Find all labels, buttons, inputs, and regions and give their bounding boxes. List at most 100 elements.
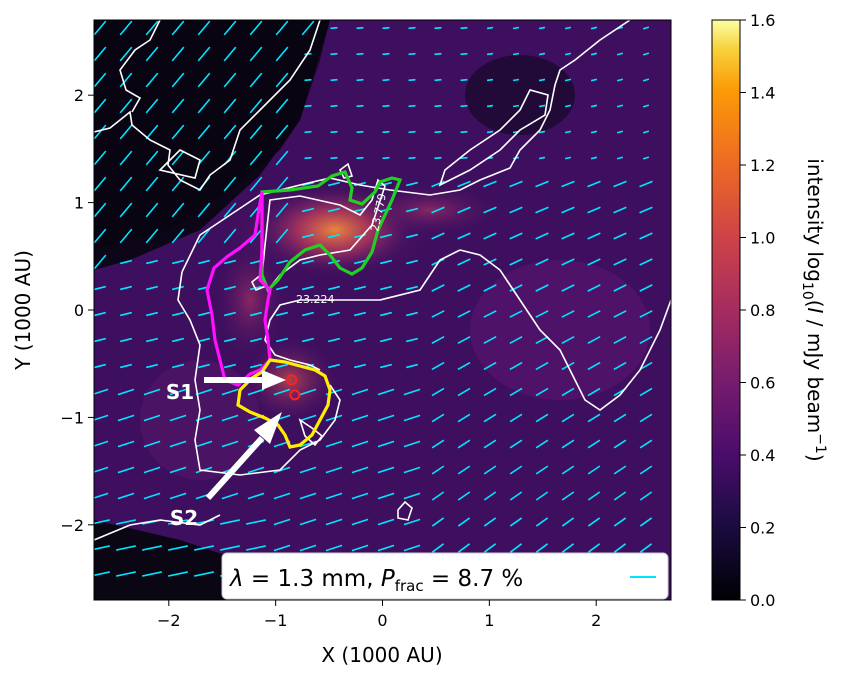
polarization-vector bbox=[535, 517, 549, 527]
polarization-vector bbox=[405, 207, 419, 213]
polarization-vector bbox=[299, 388, 317, 396]
polarization-vector bbox=[564, 130, 572, 134]
colorbar-ticks: 0.0 0.2 0.4 0.6 0.8 1.0 1.2 1.4 1.6 bbox=[740, 11, 775, 610]
polarization-vector bbox=[431, 439, 445, 449]
polarization-vector bbox=[616, 156, 624, 160]
y-tick-label: −1 bbox=[60, 408, 84, 427]
polarization-vector bbox=[403, 388, 421, 396]
polarization-vector bbox=[171, 72, 185, 88]
polarization-vector bbox=[642, 78, 650, 82]
polarization-vector bbox=[457, 180, 471, 188]
y-tick-label: 1 bbox=[74, 194, 84, 213]
polarization-vector bbox=[483, 284, 497, 292]
polarization-vector bbox=[223, 311, 237, 317]
polarization-vector bbox=[275, 72, 289, 88]
polarization-vector bbox=[330, 26, 338, 30]
yellow-region bbox=[236, 358, 332, 449]
polarization-vector bbox=[356, 130, 364, 134]
polarization-vector bbox=[512, 52, 520, 56]
polarization-vector bbox=[330, 104, 338, 108]
polarization-vector bbox=[171, 311, 185, 317]
polarization-vector bbox=[195, 388, 213, 396]
polarization-vector bbox=[642, 156, 650, 160]
polarization-vector bbox=[273, 388, 291, 396]
polarization-vector bbox=[145, 98, 159, 114]
polarization-vector bbox=[117, 466, 135, 474]
polarization-vector bbox=[561, 517, 575, 527]
polarization-vector bbox=[301, 337, 315, 343]
polarization-vector bbox=[327, 233, 341, 239]
polarization-vector bbox=[304, 156, 312, 160]
polarization-vector bbox=[535, 335, 549, 345]
polarization-vector bbox=[169, 440, 187, 448]
polarization-vector bbox=[301, 233, 315, 239]
polarization-vector bbox=[94, 20, 107, 36]
polarization-vector bbox=[405, 363, 419, 369]
polarization-vector bbox=[535, 284, 549, 292]
polarization-vector bbox=[403, 544, 421, 552]
polarization-vector bbox=[327, 207, 341, 213]
polarization-vector bbox=[403, 466, 421, 474]
polarization-vector bbox=[561, 180, 575, 188]
polarization-vector bbox=[169, 388, 187, 396]
polarization-vector bbox=[304, 130, 312, 134]
polarization-vector bbox=[561, 206, 575, 214]
polarization-vector bbox=[587, 491, 601, 501]
source-s2-label: S2 bbox=[170, 506, 198, 530]
polarization-vector bbox=[642, 104, 650, 108]
colorbar-tick-label: 1.6 bbox=[750, 11, 775, 30]
polarization-vector bbox=[220, 519, 240, 525]
polarization-vector bbox=[483, 361, 497, 371]
polarization-vector bbox=[405, 181, 419, 187]
polarization-vector bbox=[353, 363, 367, 369]
polarization-vector bbox=[535, 413, 549, 423]
polarization-vector bbox=[325, 414, 343, 422]
polarization-vector bbox=[431, 491, 445, 501]
polarization-vector bbox=[94, 466, 109, 473]
polarization-vector bbox=[299, 518, 317, 526]
polarization-vector bbox=[377, 440, 395, 448]
polarization-vector bbox=[613, 310, 627, 318]
polarization-vector bbox=[509, 335, 523, 345]
polarization-vector bbox=[119, 259, 133, 265]
polarization-vector bbox=[613, 439, 627, 449]
polarization-vector bbox=[327, 181, 341, 187]
polarization-vector bbox=[220, 545, 240, 551]
colorbar-tick-label: 0.0 bbox=[750, 591, 775, 610]
source-arrows bbox=[204, 370, 286, 501]
polarization-vector bbox=[377, 518, 395, 526]
polarization-vector bbox=[509, 387, 523, 397]
polarization-vector bbox=[535, 439, 549, 449]
polarization-vector bbox=[431, 465, 445, 475]
polarization-vector bbox=[509, 543, 523, 553]
polarization-vector bbox=[223, 98, 237, 114]
polarization-vector bbox=[246, 545, 266, 551]
x-tick-label: −1 bbox=[264, 611, 288, 630]
polarization-vector bbox=[94, 254, 107, 270]
polarization-vector bbox=[382, 104, 390, 108]
polarization-vector bbox=[143, 466, 161, 474]
polarization-vector bbox=[299, 544, 317, 552]
polarization-vector bbox=[564, 26, 572, 30]
polarization-vector bbox=[119, 150, 133, 166]
polarization-vector bbox=[434, 104, 442, 108]
polarization-vector bbox=[561, 258, 575, 266]
polarization-vector bbox=[197, 46, 211, 62]
polarization-vector bbox=[356, 156, 364, 160]
polarization-vector bbox=[351, 466, 369, 474]
polarization-vector bbox=[431, 206, 445, 214]
polarization-vector bbox=[457, 543, 471, 553]
polarization-vector bbox=[535, 232, 549, 240]
polarization-vector bbox=[301, 259, 315, 265]
polarization-vector bbox=[509, 232, 523, 240]
polarization-vector bbox=[408, 156, 416, 160]
polarization-vector bbox=[275, 202, 289, 218]
colorbar-tick-label: 0.6 bbox=[750, 374, 775, 393]
polarization-vector bbox=[613, 206, 627, 214]
polarization-vector bbox=[590, 156, 598, 160]
polarization-vector bbox=[486, 104, 494, 108]
polarization-vector bbox=[351, 544, 369, 552]
polarization-vector bbox=[639, 387, 653, 397]
polarization-vector bbox=[171, 259, 185, 265]
polarization-vector bbox=[94, 311, 107, 317]
